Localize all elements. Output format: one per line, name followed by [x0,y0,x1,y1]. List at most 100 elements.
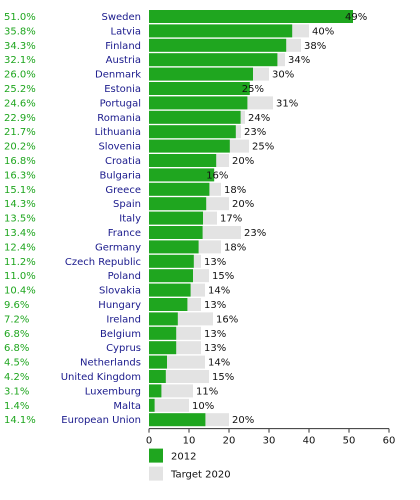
value-label: 6.8% [4,329,29,340]
target-label: 20% [232,156,254,167]
category-label: Czech Republic [65,257,141,268]
value-bar [149,96,248,110]
category-label: Slovakia [99,286,141,297]
legend-swatch-target [149,466,163,481]
legend-label-target: Target 2020 [170,470,231,481]
value-bar [149,53,278,67]
category-label: Romania [97,113,141,124]
category-label: Austria [106,55,141,66]
target-label: 49% [345,12,367,23]
x-tick-label: 20 [223,436,236,447]
value-bar [149,254,194,268]
category-label: Germany [95,242,141,253]
category-label: Sweden [101,12,141,23]
value-label: 13.4% [4,228,36,239]
value-bar [149,182,210,196]
category-label: Malta [113,401,141,412]
value-label: 14.1% [4,415,36,426]
x-tick-label: 0 [146,436,152,447]
value-label: 21.7% [4,127,36,138]
category-label: Netherlands [80,358,141,369]
value-bar [149,398,155,412]
target-label: 20% [232,415,254,426]
target-label: 30% [272,70,294,81]
value-bar [149,24,293,38]
target-label: 14% [208,358,230,369]
category-label: Luxemburg [85,386,141,397]
category-label: Poland [108,271,141,282]
value-bar [149,38,287,52]
x-tick-label: 30 [263,436,276,447]
value-bar [149,384,162,398]
value-bar [149,312,178,326]
value-bar [149,355,167,369]
category-label: Cyprus [106,343,141,354]
target-label: 20% [232,199,254,210]
value-bar [149,154,217,167]
value-bar [149,67,253,81]
target-label: 34% [288,55,310,66]
value-label: 20.2% [4,142,36,153]
x-tick-label: 50 [343,436,356,447]
value-label: 1.4% [4,401,29,412]
category-label: Denmark [95,70,141,81]
value-bar [149,10,353,23]
value-bar [149,413,206,427]
category-label: France [108,228,141,239]
category-label: Italy [119,214,141,225]
target-label: 13% [204,343,226,354]
value-label: 14.3% [4,199,36,210]
value-bar [149,82,250,95]
value-label: 9.6% [4,300,29,311]
value-bar [149,139,230,153]
value-bar [149,298,188,311]
value-bar [149,226,203,239]
category-label: Finland [105,41,141,52]
value-bar [149,269,193,283]
value-bar [149,110,241,124]
value-label: 25.2% [4,84,36,95]
category-label: Slovenia [98,142,141,153]
value-label: 11.2% [4,257,36,268]
target-label: 25% [242,84,264,95]
value-label: 3.1% [4,386,29,397]
category-label: Hungary [98,300,141,311]
value-label: 24.6% [4,98,36,109]
value-label: 15.1% [4,185,36,196]
value-bar [149,283,191,297]
value-bar [149,197,207,211]
value-bar [149,240,199,254]
x-tick-label: 40 [303,436,316,447]
target-label: 18% [224,185,246,196]
category-label: United Kingdom [61,372,141,383]
value-label: 32.1% [4,55,36,66]
value-label: 34.3% [4,41,36,52]
category-label: European Union [61,415,141,426]
category-label: Croatia [105,156,141,167]
value-label: 4.5% [4,358,29,369]
value-bar [149,211,203,225]
value-bar [149,326,177,340]
target-label: 13% [204,300,226,311]
value-label: 7.2% [4,314,29,325]
category-label: Greece [105,185,141,196]
value-label: 6.8% [4,343,29,354]
value-bar [149,370,166,383]
category-label: Belgium [100,329,141,340]
category-label: Spain [113,199,141,210]
target-label: 15% [212,271,234,282]
target-label: 38% [304,41,326,52]
target-bar [149,398,189,412]
category-label: Latvia [111,26,141,37]
value-label: 13.5% [4,214,36,225]
target-label: 25% [252,142,274,153]
target-label: 11% [196,386,218,397]
x-tick-label: 10 [183,436,196,447]
target-label: 23% [244,127,266,138]
category-label: Lithuania [95,127,141,138]
value-label: 11.0% [4,271,36,282]
value-bar [149,168,215,182]
value-label: 16.8% [4,156,36,167]
target-label: 13% [204,329,226,340]
